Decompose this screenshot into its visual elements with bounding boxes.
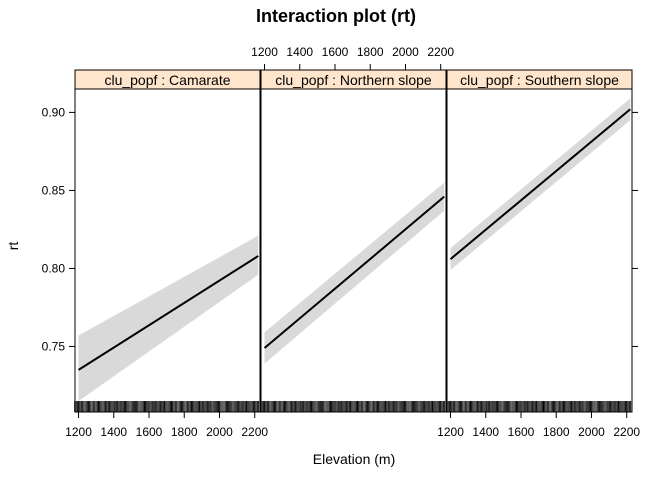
x-tick-label: 1200 — [437, 425, 464, 439]
fitted-line-2 — [449, 108, 631, 260]
x-tick-label: 2000 — [206, 425, 233, 439]
x-tick-label: 2200 — [241, 425, 268, 439]
panel-0: clu_popf : Camarate 1200 1400 1600 1800 2000 2… — [65, 69, 268, 439]
y-axis-label: rt — [5, 242, 21, 251]
x-tick-label: 1400 — [100, 425, 127, 439]
y-tick-label: 0.80 — [42, 261, 66, 275]
strip-label-1: clu_popf : Northern slope — [275, 72, 432, 88]
panel-2: clu_popf : Southern slope 1200 1400 1600 180… — [437, 69, 640, 439]
x-tick-label: 1400 — [472, 425, 499, 439]
x-tick-label: 1800 — [543, 425, 570, 439]
x-tick-label: 1200 — [251, 45, 278, 59]
x-tick-label: 2000 — [392, 45, 419, 59]
x-tick-label: 2200 — [427, 45, 454, 59]
y-tick-label: 0.90 — [42, 105, 66, 119]
x-tick-label: 1200 — [65, 425, 92, 439]
panel-border-0 — [74, 88, 261, 413]
strip-label-2: clu_popf : Southern slope — [460, 72, 619, 88]
x-tick-label: 2200 — [613, 425, 640, 439]
x-axis-label: Elevation (m) — [313, 451, 395, 467]
fitted-line-0 — [77, 255, 259, 371]
x-tick-label: 1600 — [136, 425, 163, 439]
x-tick-label: 2000 — [578, 425, 605, 439]
x-tick-label: 1600 — [508, 425, 535, 439]
rug-0 — [74, 401, 260, 412]
rug-2 — [446, 401, 632, 412]
y-tick-label: 0.85 — [42, 183, 66, 197]
rug-1 — [260, 401, 446, 412]
x-tick-label: 1600 — [322, 45, 349, 59]
panel-border-2 — [446, 88, 633, 413]
fitted-line-1 — [263, 195, 445, 349]
x-tick-label: 1800 — [357, 45, 384, 59]
confidence-band-0 — [78, 235, 259, 402]
panel-border-1 — [260, 88, 447, 413]
strip-label-0: clu_popf : Camarate — [104, 72, 230, 88]
panel-1: clu_popf : Northern slope 1200 1400 1600 180… — [251, 45, 454, 413]
chart-title: Interaction plot (rt) — [256, 6, 416, 26]
x-tick-label: 1800 — [171, 425, 198, 439]
y-tick-label: 0.75 — [42, 339, 66, 353]
x-tick-label: 1400 — [286, 45, 313, 59]
panels-group: clu_popf : Camarate 1200 1400 1600 1800 2000 2… — [42, 45, 641, 439]
